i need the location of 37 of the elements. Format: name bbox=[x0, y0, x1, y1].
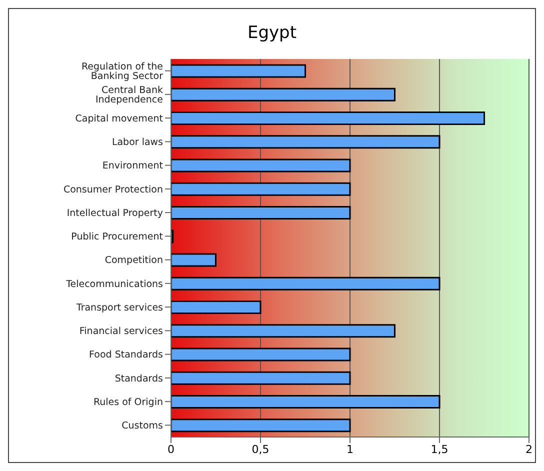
x-tick-label: 0 bbox=[168, 442, 174, 456]
y-tick-label: Transport services bbox=[75, 302, 164, 314]
x-tick-label: 2 bbox=[526, 442, 532, 456]
y-tick-label: Food Standards bbox=[89, 350, 164, 361]
bar bbox=[171, 324, 396, 338]
bar bbox=[171, 276, 440, 290]
bar bbox=[171, 112, 485, 125]
bar bbox=[171, 206, 351, 220]
x-tick-label: 0,5 bbox=[252, 442, 270, 456]
y-tick-label: Consumer Protection bbox=[63, 184, 163, 196]
y-tick-label: Intellectual Property bbox=[66, 208, 164, 219]
y-tick-label: Competition bbox=[104, 255, 163, 266]
bar bbox=[171, 182, 351, 196]
bar bbox=[171, 135, 440, 149]
y-tick-label: Standards bbox=[114, 373, 164, 384]
y-tick-label: Customs bbox=[122, 420, 164, 432]
bar bbox=[171, 395, 440, 408]
y-tick-label: Rules of Origin bbox=[93, 396, 163, 408]
chart-title: Egypt bbox=[246, 22, 298, 45]
y-tick-label: Central Bank Independence bbox=[95, 85, 164, 106]
bar bbox=[171, 64, 306, 78]
bar bbox=[171, 300, 262, 314]
bar bbox=[171, 418, 351, 432]
y-tick-label: Labor laws bbox=[112, 137, 164, 148]
y-tick-label: Financial services bbox=[79, 326, 164, 338]
y-tick-label: Capital movement bbox=[75, 113, 164, 124]
x-tick-label: 1 bbox=[346, 442, 354, 456]
bar bbox=[171, 88, 396, 102]
y-tick-label: Regulation of the Banking Sector bbox=[81, 61, 164, 82]
y-tick-label: Telecommunications bbox=[65, 278, 164, 290]
y-tick-label: Environment bbox=[102, 160, 164, 172]
bar bbox=[171, 348, 351, 362]
bar bbox=[171, 253, 216, 267]
x-tick-label: 1,5 bbox=[430, 442, 448, 456]
bar bbox=[171, 158, 351, 172]
bar bbox=[171, 371, 351, 385]
y-tick-label: Public Procurement bbox=[71, 232, 164, 243]
